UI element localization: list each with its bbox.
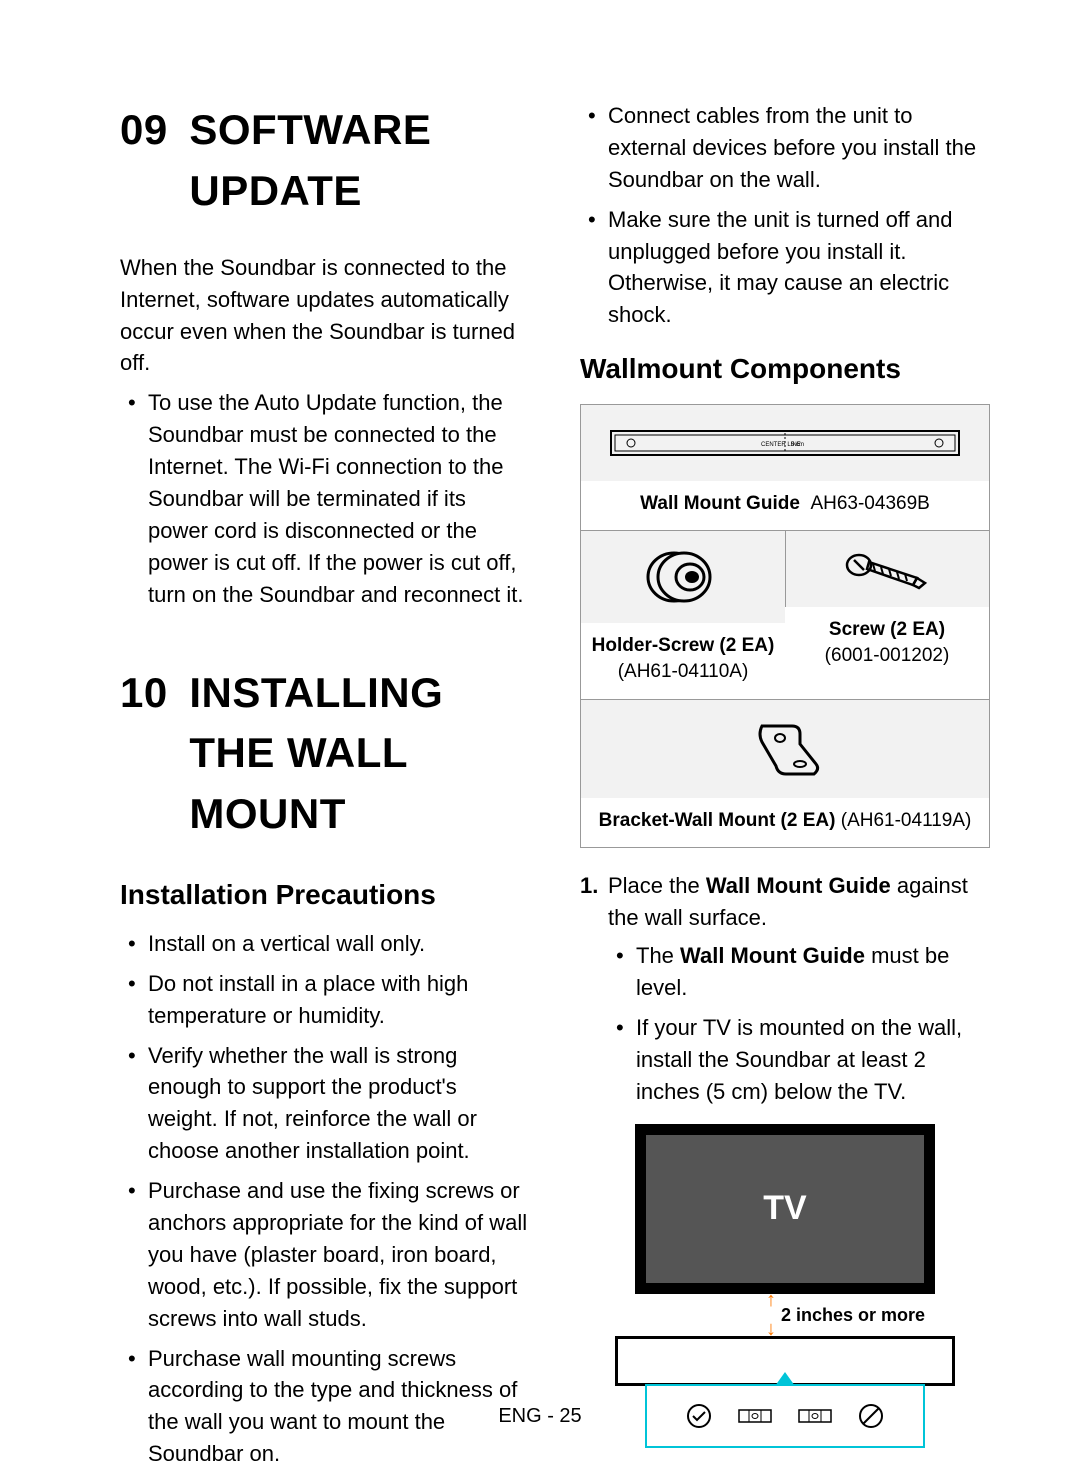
precaution-item: Do not install in a place with high temp… — [148, 968, 530, 1032]
extra-bullet: Make sure the unit is turned off and unp… — [608, 204, 990, 332]
component-part: (6001-001202) — [825, 645, 950, 666]
step-1-subbullet: If your TV is mounted on the wall, insta… — [636, 1012, 990, 1108]
precaution-item: Install on a vertical wall only. — [148, 928, 530, 960]
step-1-text-bold: Wall Mount Guide — [706, 873, 891, 898]
chapter-title-09: SOFTWARE UPDATE — [189, 100, 530, 222]
components-table: CENTER LINE 5 cm Wall Mount Guide AH63-0… — [580, 404, 990, 849]
precaution-item: Purchase and use the fixing screws or an… — [148, 1175, 530, 1334]
section-09-bullet: To use the Auto Update function, the Sou… — [148, 387, 530, 610]
component-part: AH63-04369B — [810, 493, 929, 514]
chapter-number-09: 09 — [120, 100, 171, 161]
holder-screw-icon — [581, 531, 785, 623]
chapter-title-10: INSTALLING THE WALL MOUNT — [189, 663, 530, 846]
precautions-heading: Installation Precautions — [120, 875, 530, 916]
component-part: (AH61-04110A) — [618, 661, 749, 682]
page-footer: ENG - 25 — [0, 1402, 1080, 1431]
step-1-text-prefix: Place the — [608, 873, 706, 898]
screw-icon — [785, 531, 989, 607]
step-1: 1. Place the Wall Mount Guide against th… — [608, 870, 990, 1107]
component-name: Screw (2 EA) — [829, 619, 945, 640]
section-09-heading: 09 SOFTWARE UPDATE — [120, 100, 530, 222]
tv-outline: TV — [635, 1124, 935, 1294]
svg-text:5 cm: 5 cm — [791, 442, 804, 448]
bracket-wall-mount-icon — [581, 700, 989, 798]
component-part: (AH61-04119A) — [841, 810, 972, 831]
extra-bullet: Connect cables from the unit to external… — [608, 100, 990, 196]
gap-arrow-icon: ↑↓ — [766, 1286, 773, 1344]
step-1-subbullet: The Wall Mount Guide must be level. — [636, 940, 990, 1004]
chapter-number-10: 10 — [120, 663, 171, 724]
tv-clearance-diagram: TV ↑↓ 2 inches or more — [615, 1124, 955, 1448]
component-name: Wall Mount Guide — [640, 493, 800, 514]
wall-mount-guide-icon: CENTER LINE 5 cm — [581, 405, 989, 481]
precaution-item: Verify whether the wall is strong enough… — [148, 1040, 530, 1168]
component-name: Bracket-Wall Mount (2 EA) — [599, 810, 836, 831]
tv-label: TV — [646, 1135, 924, 1283]
section-10-heading: 10 INSTALLING THE WALL MOUNT — [120, 663, 530, 846]
wallmount-components-heading: Wallmount Components — [580, 349, 990, 390]
section-09-intro: When the Soundbar is connected to the In… — [120, 252, 530, 380]
component-name: Holder-Screw (2 EA) — [592, 635, 775, 656]
step-number: 1. — [580, 870, 598, 902]
gap-label: 2 inches or more — [781, 1302, 925, 1328]
